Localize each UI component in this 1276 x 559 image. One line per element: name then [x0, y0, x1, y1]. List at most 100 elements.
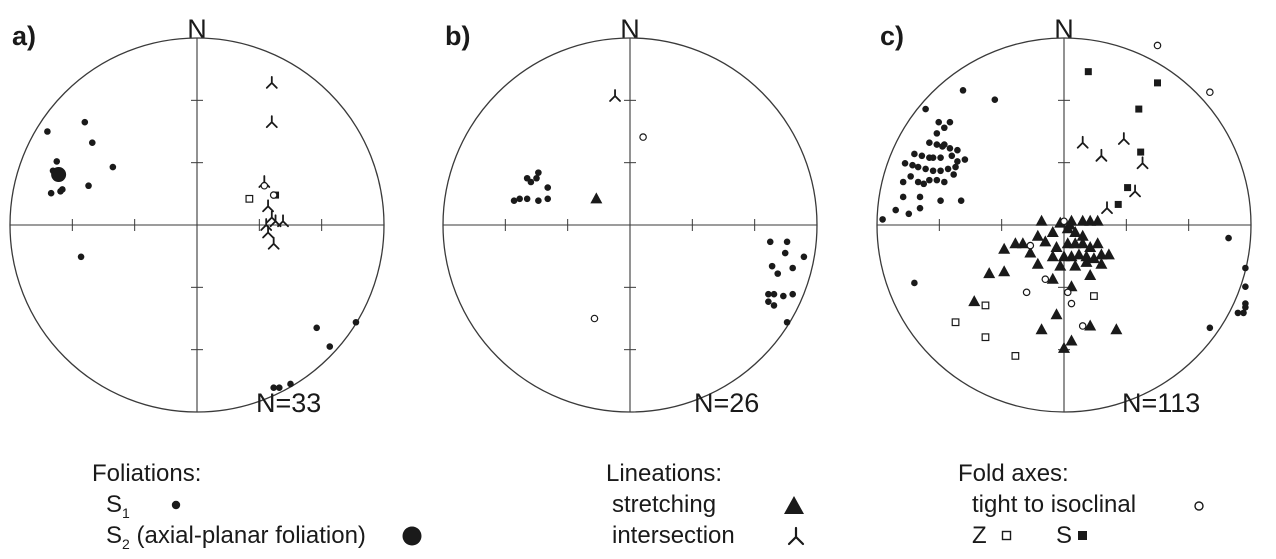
s1-foliation-point	[933, 130, 941, 137]
s-fold-axis-square	[1124, 184, 1132, 192]
s1-foliation-point	[941, 141, 948, 148]
s1-foliation-point	[916, 204, 924, 212]
s1-foliation-point	[352, 318, 360, 326]
legend-fold-axes: Fold axes: tight to isoclinal Z S	[958, 462, 1258, 557]
stereonet-figure: a) N N=33 b) N N=26 c) N N=113	[9, 14, 1252, 418]
stretching-lineation-triangle	[1065, 280, 1078, 292]
legend-s2-large-dot-icon	[402, 526, 422, 546]
s1-foliation-point	[914, 163, 922, 171]
stretching-lineation-triangle	[1076, 237, 1089, 249]
legend-s1-base: S	[106, 491, 123, 518]
s1-foliation-point	[270, 384, 277, 391]
s1-foliation-point	[533, 174, 540, 182]
stretching-lineation-triangle	[1080, 255, 1093, 267]
tight-isoclinal-fold-axis	[1060, 217, 1068, 226]
panel-a-ticks	[71, 99, 323, 351]
s1-foliation-point	[944, 165, 952, 173]
s1-foliation-point	[918, 152, 926, 160]
s1-foliation-point	[765, 298, 772, 305]
s1-foliation-point	[952, 163, 959, 171]
legend-lineations-title: Lineations:	[606, 460, 723, 487]
legend-intersection-label: intersection	[612, 522, 735, 549]
s1-foliation-point	[959, 87, 967, 94]
legend-s1-subscript: 1	[122, 505, 130, 521]
s1-foliation-point	[926, 176, 933, 184]
stretching-lineation-triangle	[1031, 257, 1044, 269]
stretching-lineation-triangle	[1050, 308, 1063, 320]
s1-foliation-point	[941, 178, 948, 186]
stretching-lineation-triangle	[1009, 237, 1022, 249]
z-fold-axis-square	[1090, 292, 1098, 300]
s1-foliation-point	[957, 197, 965, 204]
stretching-lineation-triangle	[1084, 268, 1097, 280]
panel-c-north-label: N	[1054, 14, 1074, 44]
stretching-lineation-triangle	[1046, 272, 1059, 284]
s1-foliation-point	[916, 193, 924, 201]
s1-foliation-point	[109, 163, 117, 171]
intersection-lineation-mark	[267, 236, 280, 250]
tight-isoclinal-fold-axis	[260, 181, 269, 190]
s1-foliation-point	[905, 210, 913, 218]
s1-foliation-point	[929, 154, 937, 161]
s1-foliation-point	[770, 290, 778, 298]
stereonet-panel-b: b) N N=26	[442, 14, 818, 418]
stretching-lineation-triangle	[1095, 257, 1108, 269]
s1-foliation-point	[770, 302, 778, 309]
s1-foliation-point	[907, 173, 914, 180]
stretching-lineation-triangle	[1069, 259, 1082, 271]
legend-s2-label: S2 (axial-planar foliation)	[106, 522, 366, 552]
s1-foliation-point	[929, 167, 937, 175]
legend-s2-text: (axial-planar foliation)	[129, 522, 366, 549]
s1-foliation-point	[1206, 324, 1214, 332]
panel-a-n-count: N=33	[256, 388, 321, 418]
panel-c-data-marks	[879, 41, 1249, 360]
s1-foliation-point	[77, 253, 85, 261]
s1-foliation-point	[783, 238, 791, 246]
s1-foliation-point	[1225, 234, 1232, 242]
s1-foliation-point	[911, 150, 918, 158]
tight-isoclinal-fold-axis	[1041, 275, 1050, 284]
stretching-lineation-triangle	[1035, 323, 1048, 335]
s1-foliation-point	[935, 118, 943, 126]
s1-foliation-point	[950, 171, 957, 178]
stretching-lineation-triangle	[1091, 214, 1104, 226]
s1-foliation-point	[53, 158, 61, 165]
s1-foliation-point	[946, 118, 954, 126]
intersection-lineation-mark	[1136, 156, 1149, 170]
s1-foliation-point	[47, 189, 55, 197]
s1-foliation-point	[326, 343, 334, 350]
intersection-lineation-mark	[1129, 184, 1141, 198]
s1-foliation-point	[766, 238, 774, 246]
tight-isoclinal-fold-axis	[1078, 322, 1087, 330]
s1-foliation-point	[510, 197, 518, 204]
s1-foliation-point	[774, 270, 782, 277]
s1-foliation-point	[991, 96, 999, 104]
legend-s1-label: S1	[106, 491, 130, 521]
s1-foliation-point	[922, 105, 929, 113]
panel-b-ticks	[504, 99, 756, 351]
s1-foliation-point	[535, 169, 542, 176]
tight-isoclinal-fold-axis	[1026, 241, 1035, 250]
s1-foliation-point	[287, 380, 294, 388]
legend-z-label: Z	[972, 522, 987, 549]
s1-foliation-point	[946, 145, 954, 152]
s1-foliation-point	[768, 262, 776, 270]
legend-fold-axes-title: Fold axes:	[958, 460, 1069, 487]
intersection-lineation-mark	[277, 214, 289, 228]
legend-s2-base: S	[106, 522, 123, 549]
stretching-lineation-triangle	[1072, 248, 1085, 260]
tight-isoclinal-fold-axis	[269, 191, 278, 199]
intersection-lineation-mark	[1076, 135, 1089, 149]
stretching-lineation-triangle	[998, 265, 1011, 277]
s1-foliation-point	[85, 182, 92, 190]
stretching-lineation-triangle	[1031, 229, 1044, 241]
s1-foliation-point	[954, 146, 961, 154]
s1-foliation-point	[1242, 264, 1249, 272]
s1-foliation-point	[899, 193, 907, 201]
s1-foliation-point	[44, 128, 51, 135]
s1-foliation-point	[1242, 283, 1249, 291]
s1-foliation-point	[789, 264, 796, 272]
stretching-lineation-triangle	[1102, 248, 1115, 260]
stretching-lineation-triangle	[998, 242, 1011, 254]
stretching-lineation-triangle	[1039, 235, 1052, 247]
